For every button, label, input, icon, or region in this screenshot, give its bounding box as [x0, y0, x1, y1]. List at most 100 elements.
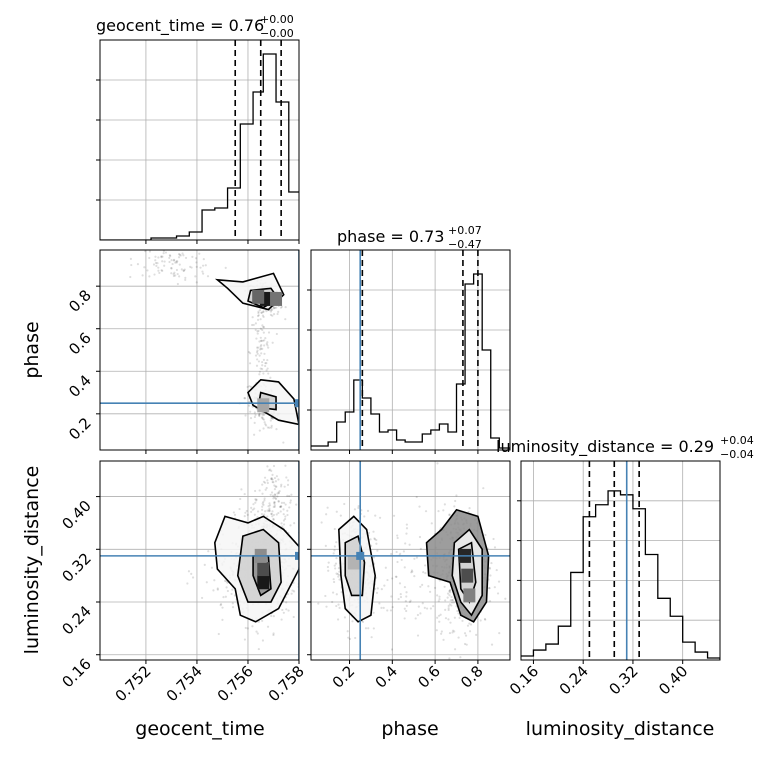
scatter-point — [253, 421, 256, 425]
scatter-point — [444, 617, 448, 620]
scatter-point — [488, 567, 492, 570]
scatter-point — [375, 542, 378, 545]
scatter-point — [160, 256, 163, 259]
scatter-point — [272, 517, 275, 521]
scatter-point — [257, 314, 260, 317]
scatter-point — [262, 480, 266, 483]
tick-label-y: 0.2 — [65, 414, 95, 444]
scatter-point — [279, 306, 283, 309]
scatter-point — [336, 618, 340, 621]
panel-frame — [99, 460, 300, 661]
scatter-point — [253, 489, 257, 493]
scatter-point — [224, 595, 227, 598]
scatter-point — [334, 562, 338, 565]
scatter-point — [280, 501, 284, 504]
scatter-point — [262, 325, 265, 329]
scatter-point — [367, 627, 370, 630]
scatter-point — [361, 620, 365, 624]
scatter-point — [252, 503, 255, 506]
scatter-point — [402, 550, 405, 553]
scatter-point — [280, 505, 283, 508]
scatter-point — [436, 594, 439, 597]
scatter-point — [333, 545, 337, 548]
scatter-point — [343, 616, 347, 619]
histogram-step — [521, 490, 720, 660]
scatter-point — [442, 638, 445, 641]
tick-label-y: 0.16 — [58, 655, 94, 691]
scatter-point — [367, 531, 371, 535]
scatter-point — [453, 505, 456, 508]
scatter-point — [272, 464, 276, 468]
scatter-point — [271, 494, 275, 497]
scatter-point — [451, 599, 454, 602]
scatter-point — [262, 427, 265, 430]
scatter-point — [266, 509, 269, 512]
scatter-point — [443, 503, 446, 506]
scatter-point — [264, 459, 266, 461]
scatter-point — [484, 618, 487, 621]
scatter-point — [190, 572, 193, 575]
scatter-point — [261, 417, 264, 421]
scatter-point — [261, 339, 264, 342]
scatter-point — [272, 307, 275, 310]
scatter-point — [405, 591, 408, 594]
scatter-point — [259, 345, 262, 348]
scatter-point — [163, 264, 166, 267]
scatter-point — [380, 588, 383, 591]
scatter-point — [205, 581, 208, 584]
scatter-point — [444, 608, 447, 611]
scatter-point — [254, 413, 257, 417]
scatter-point — [386, 609, 389, 612]
scatter-point — [277, 499, 280, 503]
scatter-point — [219, 603, 223, 606]
scatter-point — [284, 318, 287, 321]
title-geocent-time-sup: +0.00 — [260, 13, 294, 26]
scatter-point — [369, 538, 372, 541]
scatter-point — [271, 510, 274, 513]
scatter-point — [282, 441, 285, 444]
scatter-point — [216, 588, 219, 591]
scatter-point — [255, 630, 258, 633]
scatter-point — [337, 575, 340, 578]
scatter-point — [233, 594, 237, 597]
scatter-point — [264, 362, 267, 365]
density-cell — [252, 289, 265, 304]
scatter-point — [272, 518, 275, 521]
scatter-point — [285, 601, 288, 604]
scatter-point — [239, 497, 242, 501]
scatter-point — [182, 269, 185, 272]
scatter-point — [170, 266, 173, 270]
scatter-point — [261, 347, 264, 350]
tick-label-y: 0.8 — [65, 286, 95, 316]
scatter-point — [370, 544, 373, 547]
scatter-point — [263, 481, 267, 484]
scatter-point — [440, 632, 443, 635]
scatter-point — [446, 596, 449, 599]
scatter-point — [336, 572, 339, 576]
scatter-point — [378, 602, 381, 605]
scatter-point — [273, 484, 276, 487]
scatter-point — [258, 373, 261, 376]
tick-label-x: 0.758 — [265, 662, 308, 705]
scatter-point — [261, 324, 264, 327]
scatter-point — [207, 550, 210, 553]
scatter-point — [243, 397, 247, 400]
scatter-point — [267, 372, 270, 375]
scatter-point — [331, 600, 334, 604]
scatter-point — [451, 631, 454, 634]
scatter-point — [372, 611, 375, 614]
scatter-point — [265, 362, 268, 365]
scatter-point — [335, 604, 338, 608]
scatter-point — [273, 496, 276, 499]
scatter-point — [259, 367, 262, 370]
scatter-point — [286, 494, 289, 497]
scatter-point — [439, 613, 442, 616]
scatter-point — [376, 549, 379, 552]
scatter-point — [262, 418, 266, 421]
scatter-point — [384, 566, 387, 569]
tick-label-x: 0.40 — [655, 662, 691, 698]
scatter-point — [282, 513, 285, 516]
scatter-point — [271, 478, 274, 481]
scatter-point — [469, 623, 473, 626]
scatter-point — [256, 314, 260, 318]
